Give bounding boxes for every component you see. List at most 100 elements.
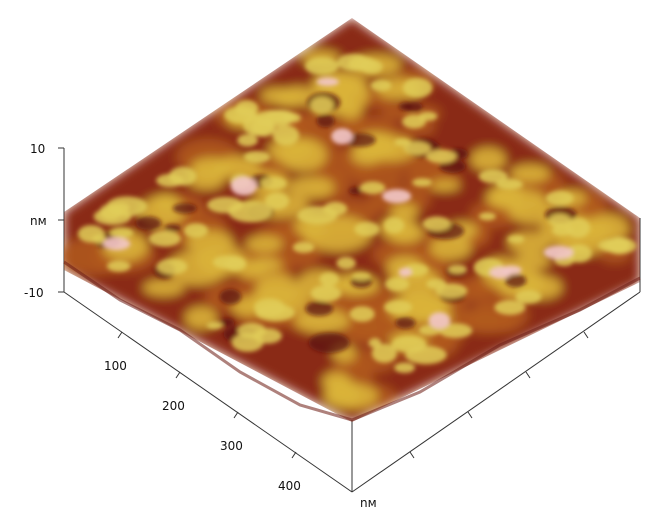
terrain-blob [243,151,271,163]
y-tick-label-300: 300 [220,439,243,453]
terrain-blob [352,272,371,281]
terrain-blob [438,323,473,338]
terrain-blob [504,273,527,288]
terrain-blob [548,213,572,228]
terrain-blob [231,333,264,352]
terrain-hill-layer [77,53,637,374]
terrain-blob [429,235,472,261]
terrain-blob [331,128,353,145]
terrain-blob [385,277,410,292]
terrain-blob [430,179,461,192]
terrain-blob [383,217,405,234]
terrain-blob [478,169,508,184]
terrain-blob [183,223,208,238]
x-unit-label: nм [360,496,377,510]
terrain-blob [565,244,592,263]
terrain-blob [494,300,526,315]
terrain-blob [230,176,257,196]
terrain-blob [515,289,542,304]
terrain-blob [237,134,258,147]
terrain-blob [143,279,185,297]
terrain-blob [272,125,300,146]
terrain-blob [93,208,132,226]
y-tick-label-400: 400 [278,479,301,493]
terrain-blob [292,241,315,253]
terrain-blob [106,260,131,272]
terrain-surface [64,18,640,422]
terrain-blob [319,272,340,287]
terrain-peak-layer [103,77,574,329]
terrain-blob [382,189,412,204]
terrain-blob [230,296,264,317]
terrain-blob [428,312,451,329]
terrain-blob [316,114,335,128]
terrain-blob [545,190,574,206]
terrain-blob [425,149,457,164]
terrain-blob [316,77,339,87]
terrain-blob [402,77,433,98]
y-axis-ticks [117,331,297,459]
terrain-blob [109,227,134,239]
terrain-blob [507,235,525,244]
terrain-blob [260,87,294,104]
terrain-blob [243,115,274,136]
terrain-blob [391,336,427,353]
terrain-blob [470,147,507,172]
terrain-blob [323,201,348,216]
terrain-blob [509,164,551,183]
terrain-blob [426,278,447,290]
terrain-front-rim [63,260,641,422]
terrain-blob [422,216,451,232]
terrain-blob [395,317,416,329]
terrain-blob [206,321,223,330]
terrain-blob [135,216,162,230]
terrain-blob [235,100,259,117]
terrain-blob [288,176,335,199]
terrain-blob [336,256,356,270]
terrain-blob [255,273,299,306]
terrain-blob [219,288,242,305]
terrain-blob [418,111,438,121]
terrain-blob [190,157,232,179]
terrain-blob [359,181,386,195]
terrain-blob [245,235,283,253]
terrain-blob [77,225,105,243]
y-tick-label-100: 100 [104,359,127,373]
terrain-blob [371,343,397,363]
terrain-blob [228,200,273,223]
terrain-blob [370,79,392,92]
terrain-blob [403,141,431,156]
z-tick-label-top: 10 [30,142,45,156]
terrain-blob [514,252,552,270]
terrain-blob [349,306,375,322]
terrain-blob [384,300,413,314]
terrain-blob [308,332,350,353]
terrain-blob [260,176,287,190]
terrain-blob [148,230,181,247]
z-tick-label-bottom: -10 [24,286,44,300]
terrain-blob [168,166,197,186]
terrain-blob [265,192,290,210]
terrain-blob [255,303,295,322]
terrain-blob [103,237,131,251]
terrain-blob [565,217,591,238]
x-axis-ticks [409,331,589,459]
terrain-blob [279,138,327,172]
terrain-blob [304,57,339,76]
terrain-blob [439,160,466,173]
terrain-blob [404,102,423,112]
terrain-blob [394,362,415,374]
terrain-blob [598,238,630,253]
terrain-blob [305,301,334,317]
axis-frame [58,147,641,493]
terrain-blob [310,96,334,114]
terrain-blob [325,379,351,392]
terrain-blob [390,203,419,220]
x-axis-line [351,291,641,493]
z-unit-label: nм [30,214,47,228]
terrain-blob [348,187,362,195]
terrain-blob [294,308,350,334]
terrain-blob [487,188,547,210]
terrain-blob [249,257,283,273]
terrain-blob [156,258,188,275]
